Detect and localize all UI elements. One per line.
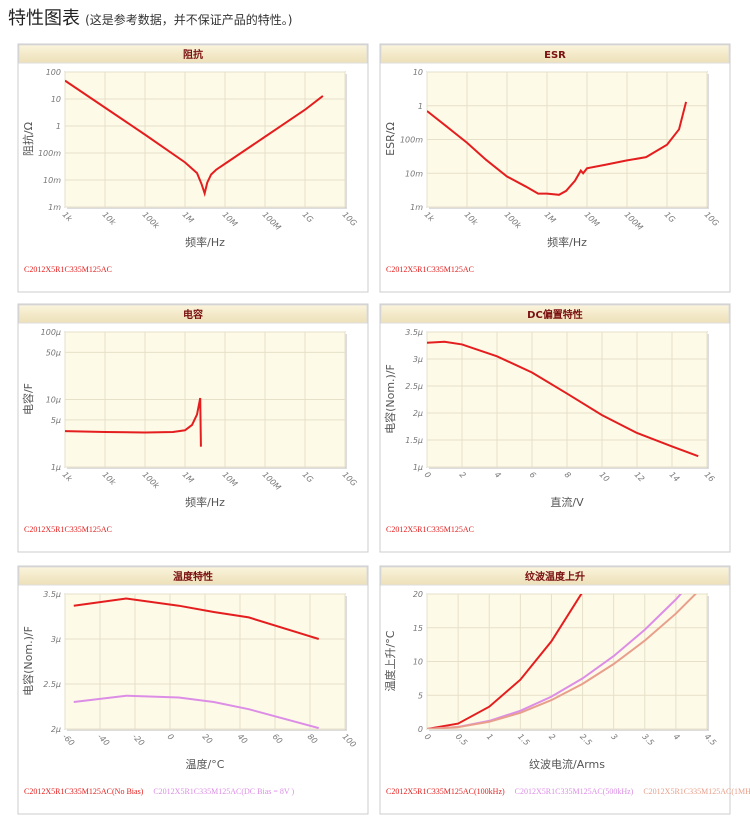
x-axis-label: 频率/Hz [185,235,225,249]
series-line [73,694,320,729]
x-tick-label: 4 [493,470,503,480]
x-tick-label: 0 [166,732,176,742]
legend-entry: C2012X5R1C335M125AC(No Bias) [24,787,144,796]
series-line [65,79,324,197]
page-title-line: 特性图表 (这是参考数据，并不保证产品的特性。) [8,8,292,29]
y-tick-label: 0 [418,725,423,734]
y-tick-label: 15 [413,624,423,633]
panel-header [18,566,368,586]
panel-header [18,304,368,324]
x-tick-label: 2 [458,470,468,480]
panel-header [18,44,368,64]
y-tick-label: 2.5μ [43,680,61,689]
x-tick-label: 2 [547,732,557,742]
y-tick-label: 2.5μ [405,382,423,391]
y-tick-label: 3μ [51,635,61,644]
y-tick-label: 1 [418,102,423,111]
y-axis-label: ESR/Ω [384,122,397,156]
y-tick-label: 10m [405,169,423,178]
x-tick-label: 0 [423,470,433,480]
y-tick-label: 5μ [51,416,61,425]
y-tick-label: 10 [413,68,423,77]
legend-entry: C2012X5R1C335M125AC [24,265,112,274]
panel-title: 电容 [183,308,203,321]
legend-entry: C2012X5R1C335M125AC [386,265,474,274]
panel-title: 纹波温度上升 [525,570,585,583]
legend-entry: C2012X5R1C335M125AC(500kHz) [515,787,634,796]
series-line [427,340,699,458]
panel-title: DC偏置特性 [527,308,583,321]
x-axis-label: 温度/°C [186,757,225,771]
x-tick-label: 1 [485,732,495,742]
y-tick-label: 100m [400,136,423,145]
y-tick-label: 3.5μ [43,590,61,599]
series-line [427,594,697,729]
plot-area [64,71,346,208]
panel-header [380,566,730,586]
legend-entry: C2012X5R1C335M125AC(1MHz) [643,787,750,796]
panel-title: 温度特性 [173,570,213,583]
y-tick-label: 20 [413,590,423,599]
x-tick-label: 8 [563,470,573,480]
y-tick-label: 1μ [413,463,423,472]
y-tick-label: 100 [46,68,61,77]
y-tick-label: 100μ [41,328,61,337]
series-line [65,397,202,447]
y-tick-label: 1μ [51,463,61,472]
y-tick-label: 50μ [46,348,61,357]
x-axis-label: 纹波电流/Arms [529,757,605,771]
legend-entry: C2012X5R1C335M125AC [24,525,112,534]
y-axis-label: 电容/F [21,383,35,415]
x-axis-label: 频率/Hz [547,235,587,249]
page-title: 特性图表 [8,8,80,29]
panel-title: ESR [544,50,566,61]
x-tick-label: 3 [609,732,619,742]
y-tick-label: 5 [418,691,423,700]
y-tick-label: 10 [413,658,423,667]
series-line [73,597,320,640]
y-tick-label: 100m [38,149,61,158]
y-axis-label: 阻抗/Ω [21,122,35,156]
series-line [427,101,688,196]
y-tick-label: 10μ [46,396,61,405]
x-axis-label: 直流/V [550,495,584,509]
x-tick-label: 0 [423,732,433,742]
y-axis-label: 电容(Nom.)/F [21,626,35,696]
chart-panel: 温度特性-60 -40 -20 0 20 40 60 80 1002μ2.5μ3μ3.5μ温度/… [17,565,369,815]
y-tick-label: 1m [48,203,61,212]
y-tick-label: 1.5μ [405,436,423,445]
y-tick-label: 2μ [51,725,61,734]
x-tick-label: 4 [671,732,681,742]
panel-header [380,304,730,324]
panel-title: 阻抗 [183,48,203,61]
legend-entry: C2012X5R1C335M125AC [386,525,474,534]
panel-header [380,44,730,64]
y-tick-label: 10m [43,176,61,185]
y-tick-label: 3μ [413,355,423,364]
y-axis-label: 电容(Nom.)/F [383,364,397,434]
y-tick-label: 2μ [413,409,423,418]
x-tick-label: 6 [528,470,538,480]
page-note: (这是参考数据，并不保证产品的特性。) [85,12,292,27]
series-line [427,594,583,729]
x-axis-label: 频率/Hz [185,495,225,509]
legend-entry: C2012X5R1C335M125AC(DC Bias = 8V ) [153,787,294,796]
y-axis-label: 温度上升/°C [383,630,397,691]
y-tick-label: 10 [51,95,61,104]
y-tick-label: 3.5μ [405,328,423,337]
y-tick-label: 1 [56,122,61,131]
y-tick-label: 1m [410,203,423,212]
legend-entry: C2012X5R1C335M125AC(100kHz) [386,787,505,796]
